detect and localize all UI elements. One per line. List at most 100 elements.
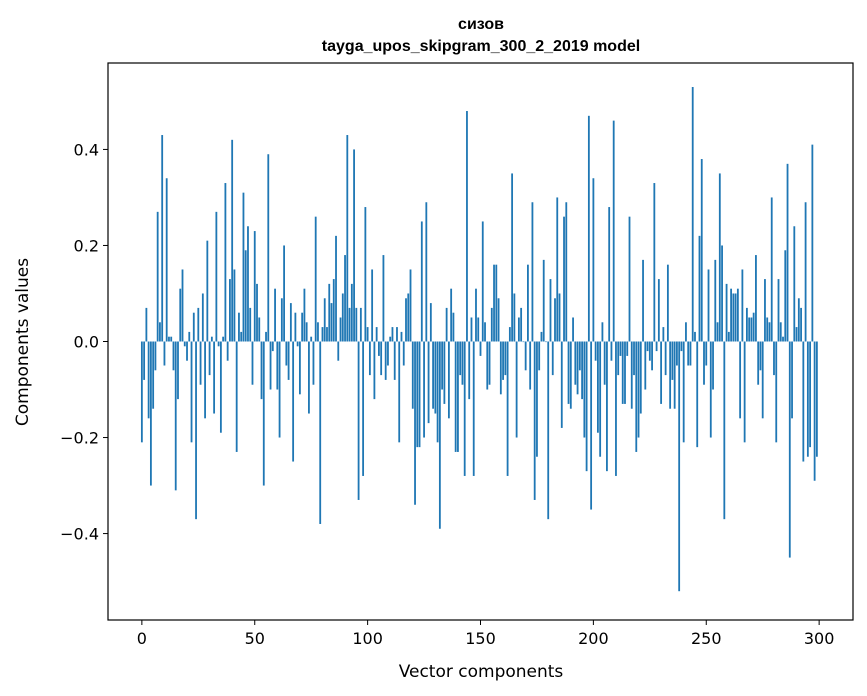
- bar: [703, 341, 705, 385]
- bar: [617, 341, 620, 376]
- bar: [348, 307, 351, 342]
- bar: [454, 341, 457, 452]
- bar: [452, 312, 455, 342]
- bar: [657, 279, 660, 342]
- bar: [292, 341, 295, 462]
- bar: [809, 341, 812, 448]
- bar: [538, 341, 541, 371]
- bar: [450, 288, 453, 342]
- bar: [387, 341, 389, 366]
- bar: [768, 322, 771, 342]
- bar: [635, 341, 638, 452]
- bar: [522, 341, 525, 343]
- y-tick-label: 0.4: [74, 140, 99, 159]
- bar: [775, 341, 778, 443]
- bar: [400, 331, 403, 342]
- bar: [174, 341, 177, 491]
- bar: [353, 149, 355, 342]
- bar: [310, 336, 313, 342]
- bar: [215, 211, 218, 342]
- bar: [298, 341, 301, 395]
- bar: [335, 235, 337, 342]
- x-tick-label: 50: [245, 629, 265, 648]
- bar: [791, 341, 793, 419]
- bar: [222, 336, 225, 342]
- y-tick-label: 0.2: [74, 236, 99, 255]
- bar: [201, 293, 204, 342]
- bar: [592, 178, 595, 342]
- bar: [757, 341, 760, 385]
- bar: [447, 341, 450, 419]
- bar: [389, 336, 392, 342]
- bar: [705, 341, 708, 366]
- bar: [490, 307, 493, 342]
- bar: [608, 207, 611, 342]
- bar: [152, 341, 155, 409]
- bar: [497, 298, 500, 342]
- bar: [779, 322, 782, 342]
- bar: [168, 336, 170, 342]
- bar: [583, 341, 586, 438]
- bar: [601, 322, 604, 342]
- bar: [332, 279, 335, 342]
- bar: [797, 298, 800, 342]
- bar: [265, 331, 267, 342]
- bar: [305, 322, 308, 342]
- bar: [337, 341, 340, 361]
- bar: [633, 341, 635, 376]
- x-tick-label: 100: [352, 629, 383, 648]
- bar: [398, 341, 401, 443]
- bar: [147, 341, 150, 419]
- bar: [646, 341, 649, 352]
- bar: [233, 269, 236, 342]
- bar: [723, 341, 726, 520]
- bar: [188, 331, 191, 342]
- bar: [587, 115, 590, 342]
- bar: [364, 207, 367, 342]
- bar: [545, 341, 547, 343]
- bar: [576, 341, 579, 395]
- bar: [549, 279, 552, 342]
- bar: [206, 240, 209, 342]
- bar: [594, 341, 597, 361]
- bar: [339, 317, 342, 342]
- x-tick-label: 150: [465, 629, 496, 648]
- bar: [513, 293, 516, 342]
- bar: [479, 341, 482, 356]
- bar: [436, 341, 439, 443]
- x-tick-label: 300: [804, 629, 835, 648]
- bar: [788, 341, 791, 558]
- bar: [540, 331, 543, 342]
- bar: [391, 327, 394, 342]
- bar: [229, 279, 231, 342]
- bar: [420, 221, 423, 342]
- bar: [396, 327, 398, 342]
- bar: [795, 327, 798, 342]
- bar: [764, 279, 766, 342]
- bar: [707, 269, 710, 342]
- bar: [271, 341, 274, 352]
- bar: [578, 341, 581, 371]
- bar: [691, 87, 694, 342]
- bar: [371, 269, 374, 342]
- bar: [429, 303, 432, 342]
- x-axis-label: Vector components: [399, 662, 564, 682]
- bar: [409, 269, 412, 342]
- bar: [235, 341, 238, 452]
- bar: [734, 293, 737, 342]
- bar: [531, 202, 534, 342]
- bar: [680, 341, 683, 352]
- bar: [520, 307, 523, 342]
- bar: [777, 279, 780, 342]
- bar: [269, 341, 272, 390]
- bar: [425, 202, 428, 342]
- bar: [441, 341, 444, 390]
- bar: [472, 341, 475, 476]
- bar: [612, 120, 615, 342]
- bar: [596, 341, 599, 433]
- bar: [375, 327, 378, 342]
- bar: [278, 341, 281, 438]
- bar: [721, 245, 723, 342]
- bar: [346, 135, 349, 342]
